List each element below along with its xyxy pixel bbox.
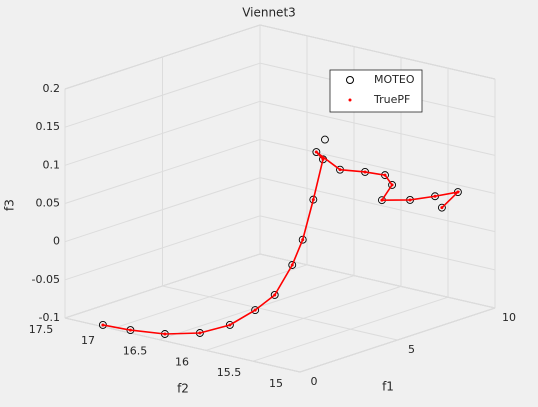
marker: [288, 261, 297, 269]
grid-line: [259, 139, 496, 194]
grid-line: [259, 24, 496, 80]
marker: [270, 291, 279, 299]
z-tick-label: -0.1: [39, 311, 60, 324]
grid-line: [64, 317, 301, 373]
z-tick-label: 0.05: [36, 197, 61, 210]
point: [163, 332, 167, 336]
grid-line: [64, 100, 261, 166]
marker: [251, 306, 260, 315]
point: [408, 198, 412, 202]
marker: [309, 195, 318, 204]
grid-line: [162, 285, 398, 341]
marker: [225, 321, 234, 329]
grid-line: [64, 62, 261, 128]
z-tick-label: -0.05: [32, 273, 60, 286]
grid-line: [64, 215, 261, 281]
grid-line: [252, 296, 449, 362]
legend-label: MOTEO: [374, 73, 415, 86]
y-tick-label: 16.5: [123, 345, 148, 358]
x-axis-label: f1: [382, 380, 394, 394]
x-tick-label: 5: [408, 343, 415, 356]
point: [321, 157, 325, 161]
point: [380, 198, 384, 202]
plot-area: [98, 135, 462, 338]
z-tick-label: 0.15: [36, 120, 61, 133]
point: [363, 170, 367, 174]
point: [311, 198, 315, 202]
y-tick-label: 16: [175, 355, 189, 368]
y-tick-label: 17.5: [29, 323, 54, 336]
grid-line: [64, 139, 261, 204]
grid-line: [111, 264, 308, 330]
point: [433, 194, 437, 198]
grid-line: [64, 177, 261, 243]
point: [440, 206, 444, 210]
y-tick-label: 17: [81, 334, 95, 347]
point: [273, 293, 277, 297]
point: [390, 183, 394, 187]
point: [198, 331, 202, 335]
z-tick-label: 0: [53, 235, 60, 248]
point: [128, 328, 132, 332]
point: [290, 263, 294, 267]
y-axis-label: f2: [177, 382, 189, 396]
marker: [321, 135, 329, 144]
point: [301, 238, 305, 242]
grid-line: [259, 215, 496, 271]
marker: [437, 203, 446, 212]
legend: MOTEO TruePF: [329, 69, 423, 113]
z-tick-label: 0.1: [43, 158, 61, 171]
point: [228, 323, 232, 327]
grid-line: [158, 275, 355, 341]
point: [101, 323, 105, 327]
z-tick-label: 0.2: [43, 82, 61, 95]
grid-line: [64, 24, 261, 90]
marker: [312, 148, 321, 156]
legend-swatch: [346, 76, 354, 84]
grid-line: [64, 253, 261, 319]
grid: 0 5 10 15 15.5 16 16.5 17 17.5-0.1 -0.05 0 0.05 0.1 0…: [29, 24, 516, 390]
series-line: [102, 151, 461, 335]
point: [338, 168, 342, 172]
point: [456, 190, 460, 194]
y-tick-label: 15.5: [217, 366, 242, 379]
grid-line: [259, 253, 496, 309]
x-tick-label: 0: [311, 375, 318, 388]
x-tick-label: 10: [502, 311, 516, 324]
legend-box: [329, 69, 423, 113]
grid-line: [299, 307, 496, 373]
point: [314, 150, 318, 154]
grid-line: [205, 285, 402, 351]
legend-swatch: [348, 98, 352, 102]
point: [383, 173, 387, 177]
chart-title: Viennet3: [242, 6, 296, 20]
grid-line: [259, 177, 496, 233]
point: [253, 308, 257, 312]
grid-line: [259, 100, 496, 156]
marker: [388, 180, 397, 189]
legend-label: TruePF: [373, 93, 410, 106]
z-axis-label: f3: [3, 199, 17, 211]
y-tick-label: 15: [269, 377, 283, 390]
marker: [298, 235, 307, 244]
